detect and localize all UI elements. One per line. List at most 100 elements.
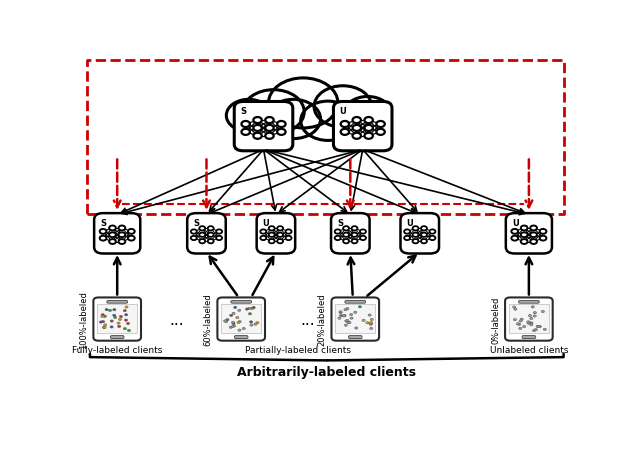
Circle shape [117, 322, 120, 325]
Circle shape [376, 130, 385, 136]
Circle shape [269, 239, 275, 244]
Circle shape [353, 125, 361, 131]
FancyBboxPatch shape [333, 102, 392, 151]
Circle shape [250, 324, 253, 326]
Circle shape [342, 315, 346, 317]
Circle shape [421, 227, 427, 231]
Circle shape [245, 308, 248, 311]
Circle shape [538, 326, 541, 328]
Circle shape [339, 312, 342, 314]
Circle shape [277, 130, 285, 136]
Circle shape [252, 307, 255, 309]
Circle shape [516, 323, 520, 325]
Circle shape [118, 319, 122, 321]
Circle shape [102, 326, 106, 329]
Circle shape [119, 316, 122, 318]
Circle shape [216, 230, 222, 234]
Circle shape [362, 319, 365, 322]
Circle shape [265, 133, 274, 139]
Circle shape [347, 321, 350, 324]
Circle shape [519, 320, 522, 322]
Circle shape [232, 321, 234, 324]
Circle shape [527, 322, 530, 325]
Circle shape [238, 321, 241, 323]
FancyBboxPatch shape [505, 298, 553, 341]
Circle shape [109, 226, 116, 231]
Circle shape [232, 313, 235, 315]
Text: Unlabeled clients: Unlabeled clients [490, 345, 568, 354]
Circle shape [248, 307, 251, 310]
Circle shape [335, 236, 340, 241]
Circle shape [237, 322, 240, 324]
FancyBboxPatch shape [234, 102, 292, 151]
Circle shape [253, 118, 262, 124]
Circle shape [241, 122, 250, 128]
Circle shape [229, 326, 232, 329]
Circle shape [364, 125, 373, 131]
Text: 60%-labeled: 60%-labeled [204, 293, 212, 346]
Circle shape [344, 324, 348, 326]
Circle shape [429, 236, 435, 241]
Circle shape [521, 239, 527, 244]
Text: ...: ... [170, 312, 184, 327]
Circle shape [369, 322, 372, 325]
Circle shape [343, 315, 346, 317]
Circle shape [370, 319, 373, 321]
Circle shape [301, 102, 355, 141]
Circle shape [531, 306, 534, 308]
FancyBboxPatch shape [345, 301, 365, 304]
Circle shape [199, 227, 205, 231]
Circle shape [191, 236, 197, 241]
Circle shape [118, 233, 125, 238]
Text: S: S [337, 219, 343, 228]
Circle shape [538, 325, 541, 328]
Circle shape [339, 311, 342, 313]
Circle shape [125, 306, 128, 308]
Circle shape [351, 227, 358, 231]
Circle shape [208, 227, 214, 231]
Circle shape [353, 133, 361, 139]
Circle shape [109, 239, 116, 244]
Circle shape [227, 100, 271, 132]
Text: Arbitrarily-labeled clients: Arbitrarily-labeled clients [237, 366, 416, 379]
Circle shape [369, 322, 372, 324]
Circle shape [269, 79, 338, 129]
Circle shape [123, 310, 126, 312]
Circle shape [543, 328, 547, 331]
Circle shape [348, 322, 351, 324]
Circle shape [277, 233, 283, 238]
Circle shape [113, 309, 116, 311]
Circle shape [314, 87, 372, 128]
Circle shape [536, 325, 539, 328]
Circle shape [199, 233, 205, 238]
Text: 0%-labeled: 0%-labeled [491, 296, 500, 343]
Circle shape [521, 233, 527, 238]
Circle shape [413, 239, 419, 244]
Circle shape [360, 236, 366, 241]
Circle shape [208, 239, 214, 244]
Circle shape [100, 236, 106, 241]
Circle shape [540, 236, 547, 241]
Circle shape [530, 233, 537, 238]
Circle shape [527, 321, 530, 323]
Circle shape [254, 323, 257, 325]
Circle shape [260, 236, 266, 241]
Circle shape [103, 315, 106, 318]
Circle shape [343, 227, 349, 231]
Circle shape [105, 309, 108, 311]
Circle shape [248, 313, 252, 315]
Bar [335, 305, 375, 333]
Circle shape [334, 103, 381, 137]
Circle shape [354, 312, 357, 314]
Circle shape [124, 319, 127, 321]
Circle shape [253, 133, 262, 139]
FancyBboxPatch shape [349, 336, 362, 339]
Circle shape [530, 226, 537, 231]
FancyBboxPatch shape [401, 213, 439, 254]
FancyBboxPatch shape [231, 301, 252, 304]
Circle shape [344, 309, 347, 311]
Circle shape [404, 230, 410, 234]
Circle shape [199, 239, 205, 244]
Circle shape [404, 236, 410, 241]
FancyBboxPatch shape [111, 336, 124, 339]
